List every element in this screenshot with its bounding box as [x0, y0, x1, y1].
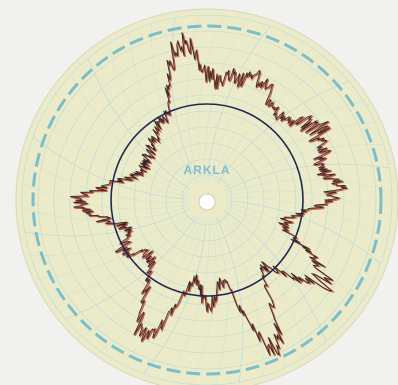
grid-arc [213, 218, 228, 385]
grid-arc [223, 144, 384, 189]
grid-circle [53, 46, 361, 354]
grid-arc [210, 35, 293, 181]
grid-arc [143, 219, 207, 375]
grid-arc [87, 58, 191, 190]
grid-arc [50, 215, 195, 300]
grid-arc [55, 93, 188, 195]
grid-arc [70, 74, 189, 192]
grid-arc [151, 23, 196, 184]
grid-arc [22, 183, 188, 210]
grid-arc [24, 208, 190, 237]
grid-circle [165, 158, 249, 242]
grid-arc [207, 25, 271, 181]
reference-circle [110, 103, 304, 297]
grid-arc [26, 159, 188, 203]
grid-arc [217, 80, 349, 184]
grid-arc [226, 205, 359, 307]
grid-circle [69, 62, 345, 338]
grid-arc [204, 19, 248, 181]
grid-circle [133, 126, 281, 274]
grid-arc [166, 219, 210, 381]
grid-arc [221, 121, 375, 187]
logo: ARKLA [184, 163, 231, 177]
grid-arc [30, 211, 191, 256]
grid-circle [21, 14, 393, 385]
grid-arc [128, 32, 194, 186]
grid-arc [212, 48, 314, 181]
grid-arc [225, 208, 344, 326]
grid-arc [32, 136, 188, 200]
grid-circle [181, 174, 233, 226]
outer-dashed-ring [31, 24, 383, 376]
grid-circle [117, 110, 297, 290]
grid-arc [226, 203, 372, 286]
grid-arc [226, 197, 388, 241]
grid-arc [65, 216, 197, 320]
grid-arc [222, 212, 307, 357]
grid-arc [121, 219, 204, 365]
grid-arc [215, 217, 244, 383]
grid-arc [215, 63, 333, 182]
trace [70, 32, 349, 357]
grid-arc [225, 179, 392, 194]
grid-arc [224, 163, 390, 192]
center-hole [198, 193, 216, 211]
grid-arc [39, 213, 193, 279]
grid-arc [223, 210, 327, 342]
grid-circle [37, 30, 377, 370]
grid-arc [226, 200, 382, 264]
trace-black [70, 32, 348, 356]
grid-arc [81, 218, 199, 337]
grid-arc [218, 216, 263, 377]
grid-circle [149, 142, 265, 258]
grid-arc [42, 114, 188, 197]
grid-arc [226, 190, 392, 217]
grid-arc [219, 100, 364, 185]
grid-arc [197, 15, 224, 181]
grid-arc [100, 219, 202, 352]
grid-arc [107, 43, 192, 188]
